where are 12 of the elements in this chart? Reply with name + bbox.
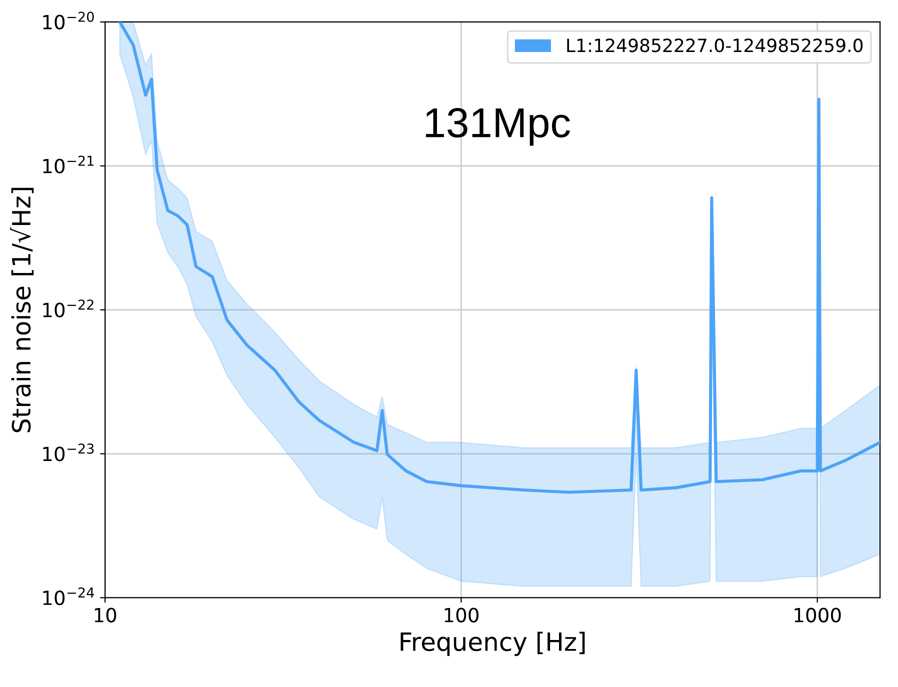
legend-label: L1:1249852227.0-1249852259.0 <box>567 38 863 52</box>
y-tick-label: 10$^{−21}$ <box>43 156 94 174</box>
y-axis-title: Strain noise [1/√Hz] <box>10 188 34 432</box>
x-tick-label: 10 <box>94 608 116 622</box>
x-tick-label: 1000 <box>794 608 841 622</box>
y-tick-label: 10$^{−20}$ <box>43 12 94 30</box>
x-axis-title: Frequency [Hz] <box>400 632 585 656</box>
x-tick-label: 100 <box>444 608 478 622</box>
y-tick-label: 10$^{−24}$ <box>43 587 94 606</box>
y-tick-label: 10$^{−22}$ <box>43 300 94 318</box>
annotation: 131Mpc <box>426 108 570 146</box>
y-tick-label: 10$^{−23}$ <box>43 443 94 462</box>
